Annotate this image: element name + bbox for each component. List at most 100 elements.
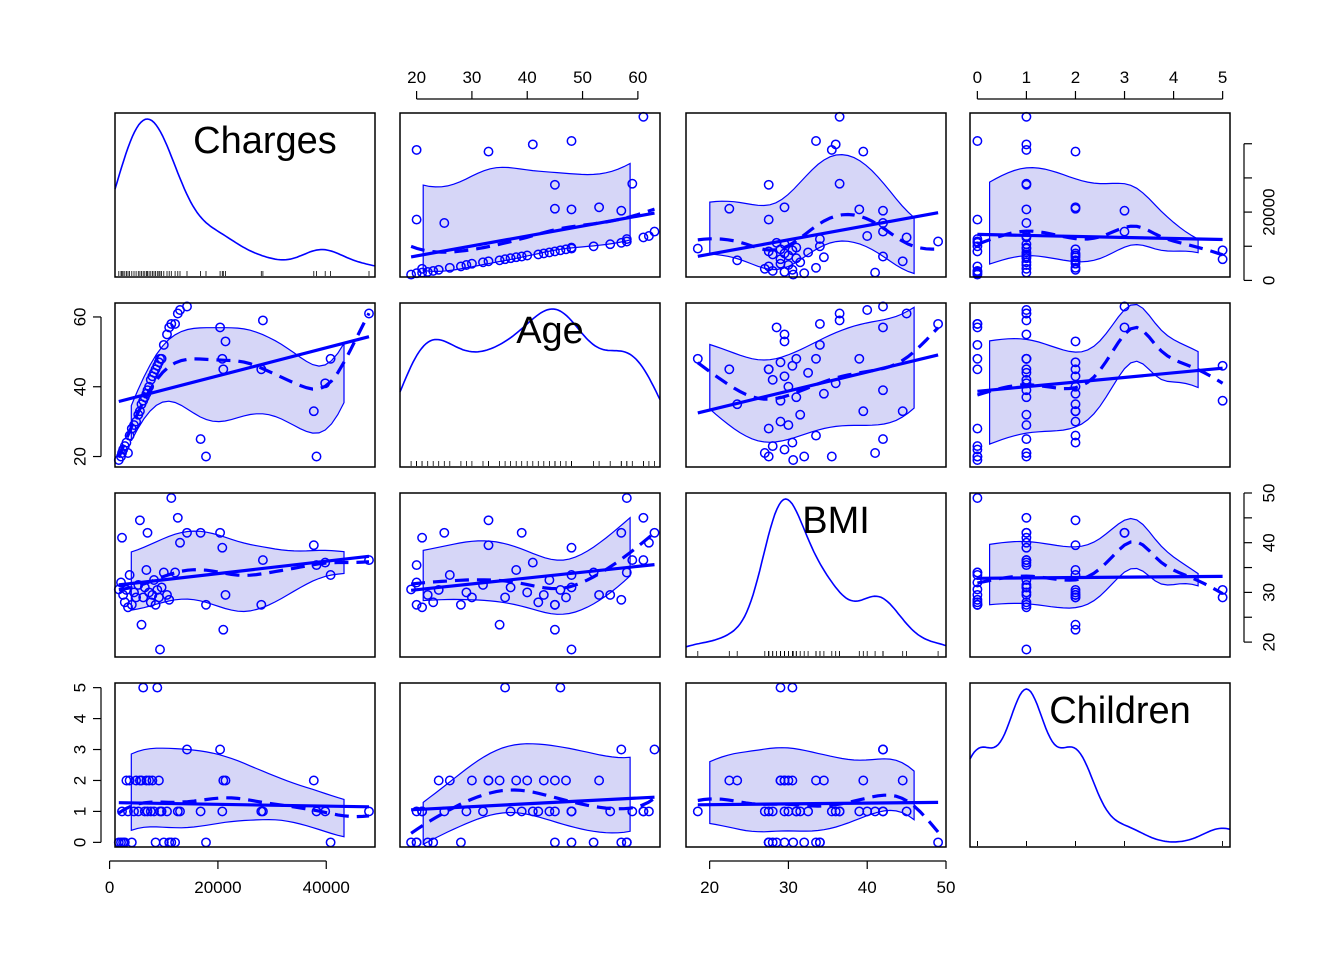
panel-children-vs-charges-point-34 (182, 744, 192, 755)
panel-age-vs-bmi-point-1 (799, 451, 810, 462)
panel-charges-vs-children-point-24 (1070, 244, 1081, 255)
panel-bmi-vs-children-point-35 (1021, 527, 1032, 538)
panel-children-vs-bmi-point-41 (763, 806, 774, 817)
panel-age-vs-charges-smoother (117, 312, 371, 459)
panel-age-vs-bmi-point-37 (878, 322, 888, 333)
panel-bmi-vs-children-point-1 (972, 577, 983, 588)
panel-bmi-vs-children-point-39 (1070, 624, 1081, 635)
panel-age-vs-children-point-7 (1070, 430, 1081, 441)
density-curve-children (969, 688, 1231, 843)
panel-bmi-vs-charges-point-38 (217, 542, 228, 553)
panel-children-vs-charges-point-24 (153, 775, 164, 786)
panel-charges-vs-children-point-46 (972, 136, 983, 146)
panel-children-vs-bmi-point-45 (830, 806, 841, 817)
panel-charges-vs-age-point-37 (616, 205, 627, 216)
diagonal-label-bmi: BMI (802, 500, 870, 542)
panel-age-vs-children-point-22 (972, 364, 983, 375)
panel-children-vs-charges-point-26 (156, 806, 167, 817)
panel-bmi-vs-children-point-3 (972, 589, 983, 600)
panel-charges-vs-age-point-41 (549, 179, 560, 190)
panel-age-vs-bmi-point-20 (779, 371, 790, 382)
panel-age-vs-bmi-point-27 (814, 339, 825, 350)
panel-children-vs-bmi-point-16 (818, 775, 829, 786)
panel-children-vs-charges-point-5 (121, 775, 132, 786)
panel-bmi-vs-age-point-17 (516, 527, 527, 538)
panel-children-vs-charges-point-19 (145, 806, 156, 817)
panel-bmi-vs-age-point-46 (566, 570, 577, 580)
panel-age-vs-charges-point-37 (215, 322, 226, 333)
panel-children-vs-age-point-13 (494, 775, 505, 786)
panel-charges-vs-bmi-point-41 (763, 179, 774, 190)
panel-charges-vs-charges-frame (114, 112, 376, 278)
panel-bmi-vs-charges-point-17 (142, 527, 153, 538)
axis-bottom-charges-label-1: 20000 (194, 878, 241, 897)
panel-bmi-vs-charges-linear-fit (118, 554, 370, 587)
panel-children-vs-charges-spread-band (130, 747, 345, 838)
panel-charges-vs-bmi-point-2 (870, 267, 881, 278)
panel-children-vs-charges-point-14 (138, 682, 149, 693)
panel-age-vs-bmi-point-18 (783, 381, 794, 392)
panel-bmi-vs-charges-point-47 (364, 555, 374, 566)
panel-bmi-vs-charges-point-30 (166, 493, 177, 503)
panel-charges-vs-age-point-28 (605, 239, 616, 250)
panel-charges-vs-age-point-6 (417, 263, 428, 274)
panel-bmi-vs-charges-point-26 (156, 582, 167, 593)
panel-bmi-vs-charges-point-42 (257, 555, 268, 566)
panel-age-vs-charges-point-6 (123, 448, 133, 458)
panel-bmi-vs-charges-point-20 (147, 589, 158, 600)
axis-bottom-bmi-label-3: 50 (937, 878, 956, 897)
panel-children-vs-charges-point-15 (139, 806, 150, 817)
panel-age-vs-bmi-point-26 (791, 353, 802, 364)
panel-bmi-vs-age-point-15 (505, 582, 516, 593)
panel-charges-vs-bmi-point-1 (799, 268, 810, 279)
panel-age-vs-bmi-point-11 (795, 409, 806, 420)
panel-children-vs-age-smoother (410, 788, 656, 835)
panel-charges-vs-age-point-38 (566, 204, 577, 215)
panel-children-vs-charges-point-20 (147, 775, 158, 786)
panel-bmi-vs-children-point-43 (1070, 540, 1081, 551)
axis-bottom-bmi-label-2: 40 (858, 878, 877, 897)
panel-charges-vs-age-point-5 (433, 264, 444, 275)
panel-children-vs-age-point-33 (643, 806, 654, 817)
panel-age-vs-charges-point-27 (158, 339, 169, 350)
panel-bmi-vs-age-point-33 (643, 537, 654, 548)
panel-children-vs-age-point-44 (411, 806, 422, 817)
panel-children-vs-charges-point-18 (144, 775, 155, 786)
panel-bmi-vs-children-frame (969, 492, 1231, 658)
panel-children-vs-age-point-35 (439, 806, 450, 817)
axis-bottom-bmi-label-1: 30 (779, 878, 798, 897)
panel-age-vs-bmi-point-33 (862, 305, 873, 315)
panel-charges-vs-bmi-point-43 (858, 146, 869, 157)
panel-charges-vs-children-point-34 (1119, 226, 1130, 237)
axis-bottom-charges-label-2: 40000 (303, 878, 350, 897)
panel-bmi-vs-charges-frame (114, 492, 376, 658)
panel-age-vs-children-point-0 (972, 455, 983, 465)
panel-age-vs-children-point-21 (1021, 367, 1032, 378)
panel-bmi-vs-age-point-31 (621, 567, 632, 578)
panel-charges-vs-bmi-point-26 (791, 242, 802, 253)
panel-bmi-vs-charges-point-21 (149, 575, 159, 585)
panel-children-vs-charges-point-21 (149, 806, 159, 817)
panel-bmi-vs-age-point-39 (549, 624, 560, 635)
panel-children-vs-age-point-43 (483, 775, 494, 786)
panel-charges-vs-bmi-point-21 (803, 247, 814, 258)
panel-bmi-vs-charges-point-16 (141, 565, 152, 575)
panel-age-vs-children-point-36 (972, 451, 983, 462)
panel-age-vs-bmi-point-47 (834, 308, 845, 319)
panel-bmi-vs-charges-point-10 (131, 592, 142, 603)
panel-age-vs-bmi-point-12 (897, 406, 908, 417)
axis-top-children-label-0: 0 (973, 68, 982, 87)
panel-children-vs-bmi-point-39 (724, 775, 735, 786)
panel-charges-vs-children-point-37 (1119, 205, 1130, 216)
panel-age-vs-bmi-point-44 (826, 451, 837, 462)
panel-bmi-vs-children-point-13 (1070, 619, 1081, 630)
panel-age-vs-children-smoother (976, 325, 1224, 397)
panel-bmi-vs-age-point-35 (439, 527, 450, 538)
panel-charges-vs-bmi-frame (685, 112, 947, 278)
panel-age-vs-children-point-8 (972, 423, 983, 434)
panel-age-vs-children-point-40 (1070, 336, 1081, 347)
panel-children-vs-charges-point-17 (142, 806, 153, 817)
panel-children-vs-bmi-point-3 (779, 837, 790, 848)
axis-left-age-label-0: 20 (70, 447, 89, 466)
